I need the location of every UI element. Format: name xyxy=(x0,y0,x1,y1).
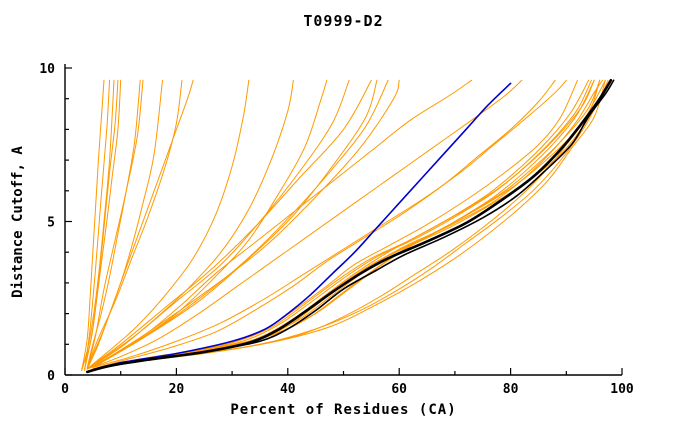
curve-model-20 xyxy=(92,79,578,370)
curve-model-32 xyxy=(92,79,567,368)
curve-model-04 xyxy=(86,79,163,370)
curve-model-15 xyxy=(92,79,378,368)
curve-model-28 xyxy=(97,79,595,368)
curve-model-12 xyxy=(86,79,294,370)
x-tick-label: 100 xyxy=(610,382,634,397)
curve-model-22 xyxy=(97,79,606,368)
y-tick-label: 5 xyxy=(47,216,55,231)
curve-model-23 xyxy=(103,79,612,367)
curve-model-31 xyxy=(92,79,556,370)
curve-model-09 xyxy=(86,79,194,368)
curve-model-30 xyxy=(103,79,604,367)
x-tick-label: 60 xyxy=(391,382,407,397)
chart-title: T0999-D2 xyxy=(303,12,384,30)
curve-reference-blue xyxy=(86,82,512,373)
curve-model-24 xyxy=(92,79,590,370)
curve-model-06 xyxy=(83,79,119,371)
curve-model-18 xyxy=(92,79,389,368)
x-axis-label: Percent of Residues (CA) xyxy=(230,402,457,418)
curve-model-25 xyxy=(109,79,601,367)
curve-model-01 xyxy=(81,79,105,371)
curve-model-07 xyxy=(86,79,144,370)
x-tick-label: 20 xyxy=(169,382,185,397)
curve-model-27 xyxy=(120,79,606,364)
y-tick-label: 0 xyxy=(47,369,55,384)
curve-highlight-black-2 xyxy=(86,79,615,373)
x-tick-label: 0 xyxy=(61,382,69,397)
x-tick-label: 40 xyxy=(280,382,296,397)
curve-highlight-black-1 xyxy=(85,78,613,374)
curve-model-26 xyxy=(114,79,609,365)
curve-model-11 xyxy=(86,79,250,370)
curve-model-03 xyxy=(86,79,141,368)
curve-model-17 xyxy=(86,79,372,370)
curve-model-05 xyxy=(86,79,183,368)
x-tick-label: 80 xyxy=(503,382,519,397)
curve-model-21 xyxy=(97,79,601,368)
curve-model-14 xyxy=(86,79,350,370)
y-tick-label: 10 xyxy=(39,62,55,77)
curve-model-10 xyxy=(83,79,111,371)
curve-model-34 xyxy=(86,79,473,370)
curve-model-33 xyxy=(86,79,523,370)
